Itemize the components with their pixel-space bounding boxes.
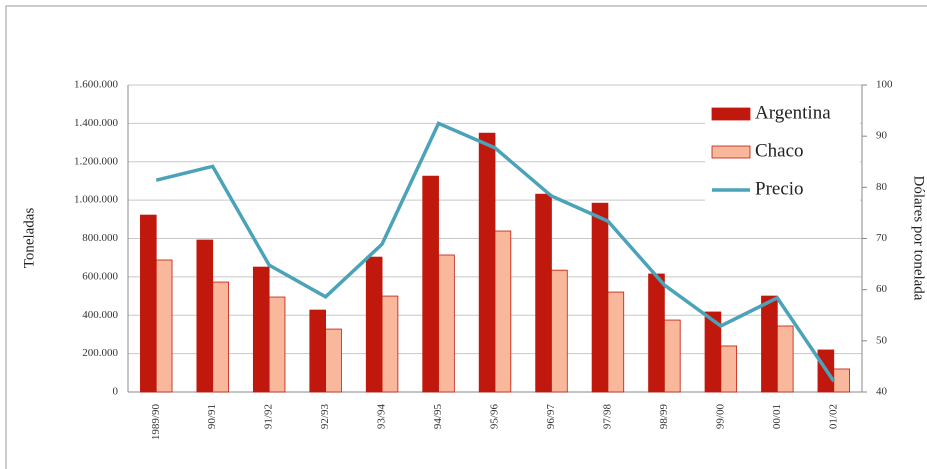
- bar: [591, 202, 609, 393]
- bar: [381, 295, 399, 393]
- y-tick-label: 1.600.000: [74, 79, 119, 91]
- bar: [325, 328, 342, 393]
- x-tick-label: 98/99: [658, 404, 670, 430]
- y-tick-label: 200.000: [82, 347, 118, 359]
- y-axis-title: Toneladas: [21, 208, 37, 269]
- bar: [365, 256, 383, 393]
- y2-tick-label: 50: [876, 334, 888, 346]
- bar: [438, 254, 455, 393]
- y2-tick-label: 40: [876, 386, 888, 398]
- bar: [607, 291, 625, 393]
- y2-tick-label: 70: [876, 232, 888, 244]
- x-tick-label: 97/98: [601, 404, 613, 430]
- bar: [155, 259, 173, 393]
- y2-axis-title: Dólares por tonelada: [911, 176, 927, 301]
- y2-tick-label: 100: [876, 79, 893, 91]
- x-tick-label: 94/95: [432, 404, 444, 430]
- bar: [535, 193, 552, 393]
- y2-tick-label: 90: [876, 130, 888, 142]
- legend-label: Chaco: [755, 140, 804, 161]
- bar: [761, 295, 778, 393]
- bar: [663, 319, 681, 393]
- x-tick-label: 95/96: [489, 404, 501, 430]
- bar: [252, 266, 270, 393]
- x-tick-label: 01/02: [827, 404, 839, 429]
- line: [155, 121, 836, 383]
- bar: [196, 239, 214, 393]
- legend-label: Argentina: [755, 102, 831, 123]
- bar: [268, 296, 286, 393]
- y-tick-label: 1.000.000: [74, 194, 119, 206]
- x-tick-label: 99/00: [714, 404, 726, 430]
- y2-tick-label: 80: [876, 181, 888, 193]
- y-tick-label: 0: [113, 386, 119, 398]
- bar: [212, 281, 229, 393]
- y-tick-label: 400.000: [82, 309, 118, 321]
- x-tick-label: 91/92: [263, 404, 275, 429]
- bar: [551, 269, 568, 393]
- bar: [140, 214, 157, 393]
- y-tick-label: 1.200.000: [74, 155, 119, 167]
- x-tick-label: 00/01: [771, 404, 783, 429]
- bar: [309, 309, 327, 393]
- y-tick-label: 1.400.000: [74, 117, 119, 129]
- legend-swatch: [711, 145, 751, 159]
- legend-label: Precio: [755, 178, 804, 199]
- x-tick-label: 90/91: [206, 404, 218, 429]
- bar: [422, 175, 439, 393]
- y-tick-label: 800.000: [82, 232, 118, 244]
- x-tick-label: 92/93: [319, 404, 331, 430]
- x-tick-label: 96/97: [545, 404, 557, 430]
- bar: [494, 230, 512, 393]
- y-tick-label: 600.000: [82, 270, 118, 282]
- bar: [776, 325, 794, 393]
- x-tick-label: 1989/90: [150, 404, 162, 441]
- legend-swatch: [711, 107, 751, 121]
- bar: [648, 273, 665, 393]
- bar: [833, 368, 850, 393]
- x-tick-label: 93/94: [376, 404, 388, 430]
- y2-tick-label: 60: [876, 283, 888, 295]
- bar: [478, 132, 496, 393]
- bar: [720, 345, 738, 393]
